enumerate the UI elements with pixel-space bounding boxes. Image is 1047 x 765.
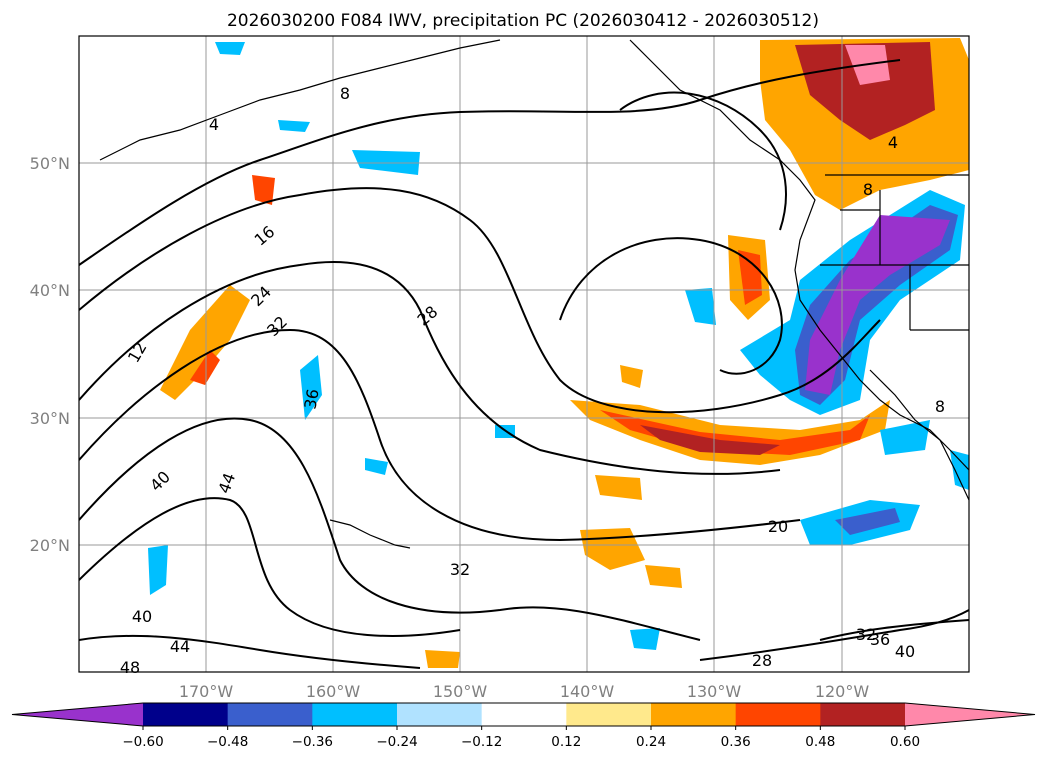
- lon-axis: 170°W 160°W 150°W 140°W 130°W 120°W: [179, 682, 870, 701]
- lon-tick-label: 160°W: [306, 682, 361, 701]
- lat-axis: 50°N 40°N 30°N 20°N: [30, 154, 70, 555]
- iwv-contour: [79, 497, 461, 637]
- colorbar-segment: [397, 703, 483, 726]
- lat-tick-label: 40°N: [30, 281, 70, 300]
- pc-positive-fill: [738, 250, 762, 305]
- pc-positive-fill: [160, 285, 250, 400]
- pc-positive-fill: [600, 410, 870, 455]
- baja-coast: [869, 369, 969, 501]
- contour-label: 48: [120, 658, 140, 677]
- contour-label: 44: [170, 637, 190, 656]
- colorbar-segment: [143, 703, 229, 726]
- iwv-contour: [79, 187, 881, 414]
- lon-tick-label: 140°W: [560, 682, 615, 701]
- state-borders: [820, 174, 969, 331]
- colorbar-tick-label: −0.60: [122, 734, 163, 750]
- iwv-contour: [79, 634, 421, 669]
- colorbar-segment: [820, 703, 906, 726]
- map-panel: 12 16 24 32 28 36 40 44 40 44 48 20 32 2…: [78, 35, 970, 677]
- colorbar-tick-label: −0.24: [376, 734, 417, 750]
- colorbar-segment: [481, 703, 567, 726]
- colorbar-tick-label: 0.60: [890, 734, 920, 750]
- pc-negative-fill: [148, 545, 168, 595]
- colorbar-tick-label: 0.24: [636, 734, 666, 750]
- iwv-contour: [79, 59, 901, 266]
- colorbar-segment: [735, 703, 821, 726]
- iwv-contour: [79, 328, 801, 542]
- pc-positive-fill: [640, 425, 780, 455]
- hawaii: [329, 519, 411, 549]
- colorbar-tick-label: −0.36: [292, 734, 333, 750]
- contour-label: 8: [935, 397, 945, 416]
- lat-tick-label: 20°N: [30, 536, 70, 555]
- map-grid: [79, 36, 969, 672]
- colorbar-segment: [566, 703, 652, 726]
- contour-label: 8: [340, 84, 350, 103]
- pc-negative-fill: [950, 450, 969, 490]
- contour-label: 36: [870, 630, 890, 649]
- iwv-contour: [79, 417, 701, 641]
- pc-positive-fill: [425, 650, 460, 668]
- pc-positive-fill: [252, 175, 275, 205]
- lon-tick-label: 150°W: [433, 682, 488, 701]
- pc-negative-fill: [365, 458, 388, 475]
- colorbar: −0.60 −0.48 −0.36 −0.24 −0.12 0.12 0.24 0.36 0.4…: [11, 702, 1036, 750]
- contour-label: 20: [768, 517, 788, 536]
- contour-label: 4: [888, 133, 898, 152]
- iwv-contours: [79, 59, 969, 669]
- precipitation-pc-fill: [148, 38, 969, 668]
- pc-positive-fill: [620, 365, 643, 388]
- pc-negative-fill: [215, 42, 245, 55]
- iwv-contour: [559, 237, 783, 375]
- colorbar-extend-max: [905, 703, 1035, 726]
- colorbar-tick-label: −0.48: [207, 734, 248, 750]
- contour-label: 40: [895, 642, 915, 661]
- pc-negative-fill: [835, 508, 900, 535]
- aleutian-islands: [99, 39, 501, 161]
- pc-negative-fill: [278, 120, 310, 132]
- contour-label: 8: [863, 180, 873, 199]
- pc-positive-fill: [190, 350, 220, 385]
- contour-label: 28: [752, 651, 772, 670]
- colorbar-tick-label: 0.12: [551, 734, 581, 750]
- colorbar-segment: [312, 703, 398, 726]
- pc-positive-fill: [645, 565, 682, 588]
- contour-label: 40: [132, 607, 152, 626]
- map-frame: [78, 35, 970, 673]
- pc-positive-fill: [795, 42, 935, 140]
- lon-tick-label: 170°W: [179, 682, 234, 701]
- chart-title: 2026030200 F084 IWV, precipitation PC (2…: [227, 11, 819, 31]
- colorbar-tick-label: 0.48: [805, 734, 835, 750]
- colorbar-tick-label: 0.36: [721, 734, 751, 750]
- coastlines: [99, 39, 969, 549]
- pc-negative-fill: [880, 420, 930, 455]
- iwv-contour: [619, 91, 787, 231]
- pc-negative-fill: [630, 628, 660, 650]
- pc-negative-fill: [685, 288, 716, 325]
- north-america-coastline: [629, 39, 969, 471]
- contour-label: 36: [300, 387, 322, 410]
- lat-tick-label: 50°N: [30, 154, 70, 173]
- lon-tick-label: 130°W: [687, 682, 742, 701]
- colorbar-segment: [651, 703, 737, 726]
- iwv-contour: [699, 609, 969, 661]
- contour-label: 4: [209, 115, 219, 134]
- colorbar-segment: [227, 703, 313, 726]
- contour-label: 32: [450, 560, 470, 579]
- pc-positive-fill: [595, 475, 642, 500]
- contour-label: 32: [856, 625, 876, 644]
- pc-negative-fill: [300, 355, 322, 420]
- lon-tick-label: 120°W: [815, 682, 870, 701]
- iwv-contour: [79, 261, 781, 475]
- lat-tick-label: 30°N: [30, 409, 70, 428]
- colorbar-tick-label: −0.12: [461, 734, 502, 750]
- pc-negative-fill: [805, 215, 950, 395]
- iwv-contour: [819, 619, 969, 641]
- colorbar-extend-min: [12, 703, 143, 726]
